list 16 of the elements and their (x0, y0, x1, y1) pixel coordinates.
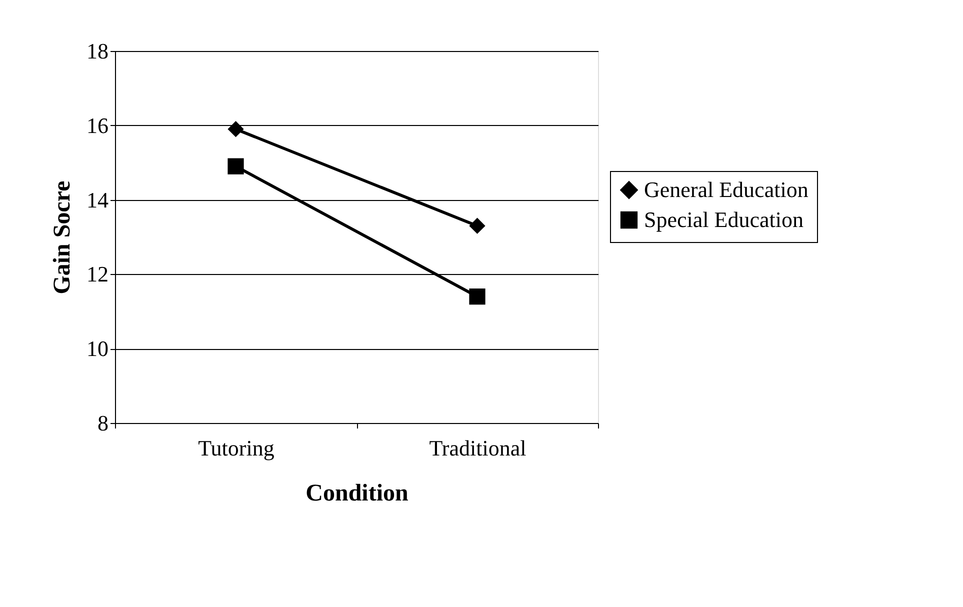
legend-label: Special Education (644, 207, 804, 232)
y-tick-label: 8 (98, 410, 108, 436)
point (469, 288, 486, 305)
y-tick-label: 16 (86, 112, 108, 138)
x-tick-label: Traditional (429, 436, 526, 460)
y-axis-title: Gain Socre (50, 180, 76, 294)
y-tick-label: 18 (86, 38, 108, 64)
legend-label: General Education (644, 177, 808, 202)
point (228, 121, 244, 138)
point (469, 218, 486, 234)
y-tick-label: 10 (86, 336, 108, 362)
y-tick-label: 14 (86, 187, 108, 212)
x-axis-title: Condition (306, 480, 408, 506)
point (228, 158, 244, 174)
y-tick-label: 12 (86, 262, 108, 287)
x-tick-label: Tutoring (198, 436, 274, 460)
